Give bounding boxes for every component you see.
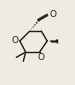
- Text: O: O: [12, 36, 19, 45]
- Text: O: O: [50, 10, 56, 19]
- Text: O: O: [37, 53, 44, 62]
